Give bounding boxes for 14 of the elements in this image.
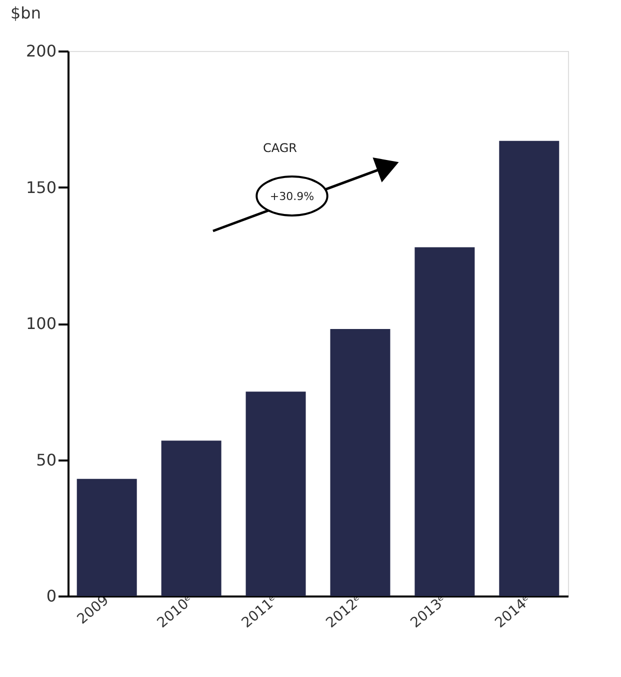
annotation: CAGR [262,141,298,155]
y-tick-label: 150 [26,178,56,197]
y-tick-label: 200 [26,42,56,60]
bar [161,440,222,596]
y-tick-label: 50 [36,450,56,470]
y-tick-label: 0 [46,586,56,606]
bar [414,247,475,596]
bar [246,392,306,596]
annotation: +30.9% [270,190,314,203]
y-tick-label: 100 [26,314,56,333]
bar [499,140,560,596]
y-axis-title: $bn [10,4,41,22]
bar [76,478,137,596]
bar [330,328,390,596]
